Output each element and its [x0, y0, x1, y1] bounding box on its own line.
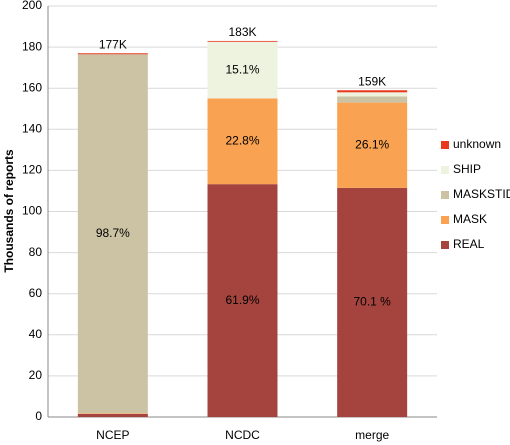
legend-swatch [441, 216, 449, 224]
total-label: 183K [228, 25, 256, 39]
bar-segment [337, 90, 408, 93]
y-tick-label: 60 [29, 286, 43, 300]
bar-segment [207, 41, 278, 99]
segment-label: 61.9% [225, 293, 259, 307]
bar-segment [337, 102, 408, 188]
y-tick-label: 20 [29, 368, 43, 382]
x-tick-label: NCEP [96, 428, 129, 442]
y-axis-title: Thousands of reports [2, 149, 16, 273]
segment-label: 98.7% [96, 226, 130, 240]
total-label: 177K [99, 37, 127, 51]
bar-segment [337, 187, 408, 417]
y-tick-label: 40 [29, 327, 43, 341]
bar-segment [337, 96, 408, 103]
y-tick-label: 180 [22, 39, 42, 53]
legend-label: SHIP [453, 162, 481, 176]
y-tick-label: 100 [22, 204, 42, 218]
y-tick-label: 80 [29, 245, 43, 259]
bar-segment [77, 413, 148, 417]
legend-swatch [441, 166, 449, 174]
bar-segment [207, 98, 278, 185]
bar-segment [77, 54, 148, 414]
y-tick-label: 140 [22, 121, 42, 135]
y-tick-label: 160 [22, 80, 42, 94]
x-tick-label: NCDC [225, 428, 260, 442]
segment-label: 70.1 % [353, 295, 391, 309]
y-tick-label: 0 [35, 409, 42, 423]
segment-label: 22.8% [225, 133, 259, 147]
legend-label: unknown [453, 137, 501, 151]
bar-segment [337, 92, 408, 97]
segment-label: 15.1% [225, 62, 259, 76]
legend-swatch [441, 241, 449, 249]
y-tick-label: 120 [22, 163, 42, 177]
bar-segment [207, 184, 278, 417]
bar-segment [207, 40, 278, 42]
bar-segment [77, 53, 148, 55]
y-tick-label: 200 [22, 0, 42, 12]
bar-segment [77, 413, 148, 414]
legend-swatch [441, 191, 449, 199]
x-tick-label: merge [355, 428, 389, 442]
total-label: 159K [358, 74, 386, 88]
legend-label: REAL [453, 237, 485, 251]
legend-swatch [441, 141, 449, 149]
segment-label: 26.1% [355, 137, 389, 151]
legend-label: MASK [453, 212, 487, 226]
legend-label: MASKSTID [453, 187, 510, 201]
